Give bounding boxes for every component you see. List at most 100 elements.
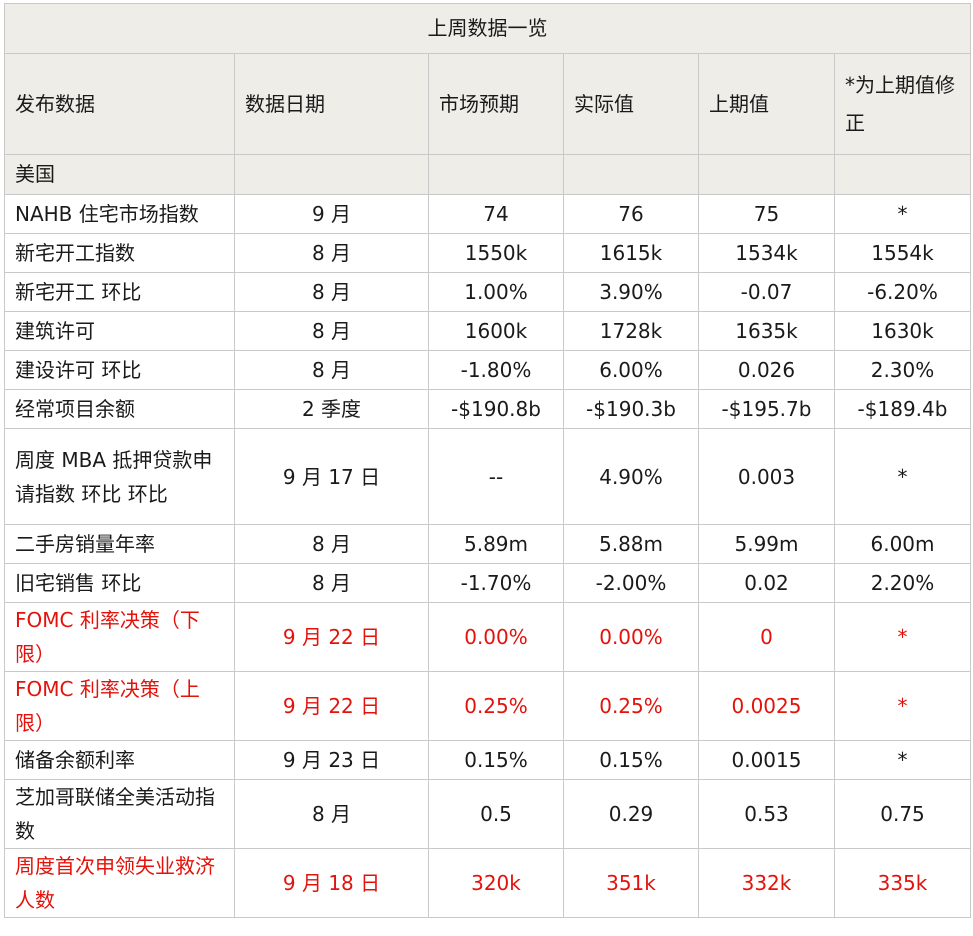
- row-expected: -1.80%: [428, 350, 564, 390]
- row-expected: -1.70%: [428, 563, 564, 603]
- row-name: 建设许可 环比: [4, 350, 235, 390]
- row-expected: 0.15%: [428, 740, 564, 780]
- row-revised: *: [834, 671, 971, 741]
- row-name: 建筑许可: [4, 311, 235, 351]
- row-actual: 6.00%: [563, 350, 699, 390]
- row-date: 8 月: [234, 272, 429, 312]
- row-expected: 1.00%: [428, 272, 564, 312]
- row-expected: 1600k: [428, 311, 564, 351]
- row-actual: 0.25%: [563, 671, 699, 741]
- table-row: FOMC 利率决策（上限） 9 月 22 日 0.25% 0.25% 0.0025 *: [4, 671, 971, 741]
- row-name: 经常项目余额: [4, 389, 235, 429]
- row-expected: 1550k: [428, 233, 564, 273]
- header-row: 发布数据 数据日期 市场预期 实际值 上期值 *为上期值修正: [4, 53, 971, 155]
- row-actual: 0.00%: [563, 602, 699, 672]
- table-row: FOMC 利率决策（下限） 9 月 22 日 0.00% 0.00% 0 *: [4, 602, 971, 672]
- table-row: 新宅开工指数 8 月 1550k 1615k 1534k 1554k: [4, 233, 971, 273]
- row-revised: 1554k: [834, 233, 971, 273]
- table-row: 二手房销量年率 8 月 5.89m 5.88m 5.99m 6.00m: [4, 524, 971, 564]
- row-actual: 76: [563, 194, 699, 234]
- table-row: 建筑许可 8 月 1600k 1728k 1635k 1630k: [4, 311, 971, 351]
- row-date: 2 季度: [234, 389, 429, 429]
- row-previous: 0.026: [698, 350, 835, 390]
- section-label: 美国: [4, 154, 235, 195]
- row-date: 8 月: [234, 524, 429, 564]
- row-previous: 0: [698, 602, 835, 672]
- row-actual: 3.90%: [563, 272, 699, 312]
- row-actual: 5.88m: [563, 524, 699, 564]
- row-expected: 320k: [428, 848, 564, 918]
- row-actual: -$190.3b: [563, 389, 699, 429]
- header-actual: 实际值: [563, 53, 699, 155]
- header-revised: *为上期值修正: [834, 53, 971, 155]
- row-date: 9 月: [234, 194, 429, 234]
- table-row: 周度 MBA 抵押贷款申请指数 环比 环比 9 月 17 日 -- 4.90% 0.00…: [4, 428, 971, 525]
- row-name: 新宅开工 环比: [4, 272, 235, 312]
- row-expected: 0.25%: [428, 671, 564, 741]
- row-previous: 75: [698, 194, 835, 234]
- row-revised: 1630k: [834, 311, 971, 351]
- row-previous: -$195.7b: [698, 389, 835, 429]
- row-date: 9 月 17 日: [234, 428, 429, 525]
- row-date: 8 月: [234, 563, 429, 603]
- row-actual: 0.15%: [563, 740, 699, 780]
- row-revised: 6.00m: [834, 524, 971, 564]
- row-date: 9 月 22 日: [234, 602, 429, 672]
- row-date: 8 月: [234, 311, 429, 351]
- row-name: 二手房销量年率: [4, 524, 235, 564]
- row-name: FOMC 利率决策（上限）: [4, 671, 235, 741]
- table-row: 经常项目余额 2 季度 -$190.8b -$190.3b -$195.7b -$189.…: [4, 389, 971, 429]
- header-date: 数据日期: [234, 53, 429, 155]
- table-row: 储备余额利率 9 月 23 日 0.15% 0.15% 0.0015 *: [4, 740, 971, 780]
- row-previous: 1635k: [698, 311, 835, 351]
- row-name: NAHB 住宅市场指数: [4, 194, 235, 234]
- row-previous: 0.003: [698, 428, 835, 525]
- row-date: 8 月: [234, 779, 429, 849]
- row-previous: 0.53: [698, 779, 835, 849]
- row-actual: 1728k: [563, 311, 699, 351]
- row-revised: 2.20%: [834, 563, 971, 603]
- table-row: NAHB 住宅市场指数 9 月 74 76 75 *: [4, 194, 971, 234]
- row-name: FOMC 利率决策（下限）: [4, 602, 235, 672]
- row-previous: -0.07: [698, 272, 835, 312]
- row-actual: 351k: [563, 848, 699, 918]
- row-revised: 335k: [834, 848, 971, 918]
- section-row: 美国: [4, 154, 971, 195]
- row-name: 旧宅销售 环比: [4, 563, 235, 603]
- row-previous: 332k: [698, 848, 835, 918]
- row-expected: 5.89m: [428, 524, 564, 564]
- row-revised: *: [834, 194, 971, 234]
- row-expected: -$190.8b: [428, 389, 564, 429]
- table-title: 上周数据一览: [4, 3, 971, 54]
- row-expected: 74: [428, 194, 564, 234]
- row-date: 9 月 18 日: [234, 848, 429, 918]
- row-date: 9 月 23 日: [234, 740, 429, 780]
- row-name: 储备余额利率: [4, 740, 235, 780]
- row-previous: 1534k: [698, 233, 835, 273]
- table-row: 周度首次申领失业救济人数 9 月 18 日 320k 351k 332k 335k: [4, 848, 971, 918]
- table-row: 芝加哥联储全美活动指数 8 月 0.5 0.29 0.53 0.75: [4, 779, 971, 849]
- row-revised: -$189.4b: [834, 389, 971, 429]
- table-row: 旧宅销售 环比 8 月 -1.70% -2.00% 0.02 2.20%: [4, 563, 971, 603]
- row-name: 新宅开工指数: [4, 233, 235, 273]
- row-name: 周度 MBA 抵押贷款申请指数 环比 环比: [4, 428, 235, 525]
- row-date: 8 月: [234, 350, 429, 390]
- row-actual: 0.29: [563, 779, 699, 849]
- row-previous: 0.0015: [698, 740, 835, 780]
- row-name: 周度首次申领失业救济人数: [4, 848, 235, 918]
- row-name: 芝加哥联储全美活动指数: [4, 779, 235, 849]
- row-actual: 4.90%: [563, 428, 699, 525]
- row-expected: 0.00%: [428, 602, 564, 672]
- row-expected: 0.5: [428, 779, 564, 849]
- header-release: 发布数据: [4, 53, 235, 155]
- row-previous: 0.02: [698, 563, 835, 603]
- table-row: 新宅开工 环比 8 月 1.00% 3.90% -0.07 -6.20%: [4, 272, 971, 312]
- row-expected: --: [428, 428, 564, 525]
- row-revised: -6.20%: [834, 272, 971, 312]
- row-previous: 0.0025: [698, 671, 835, 741]
- row-date: 8 月: [234, 233, 429, 273]
- economic-data-table: 上周数据一览 发布数据 数据日期 市场预期 实际值 上期值 *为上期值修正 美国…: [4, 3, 971, 918]
- row-revised: *: [834, 602, 971, 672]
- row-actual: 1615k: [563, 233, 699, 273]
- header-previous: 上期值: [698, 53, 835, 155]
